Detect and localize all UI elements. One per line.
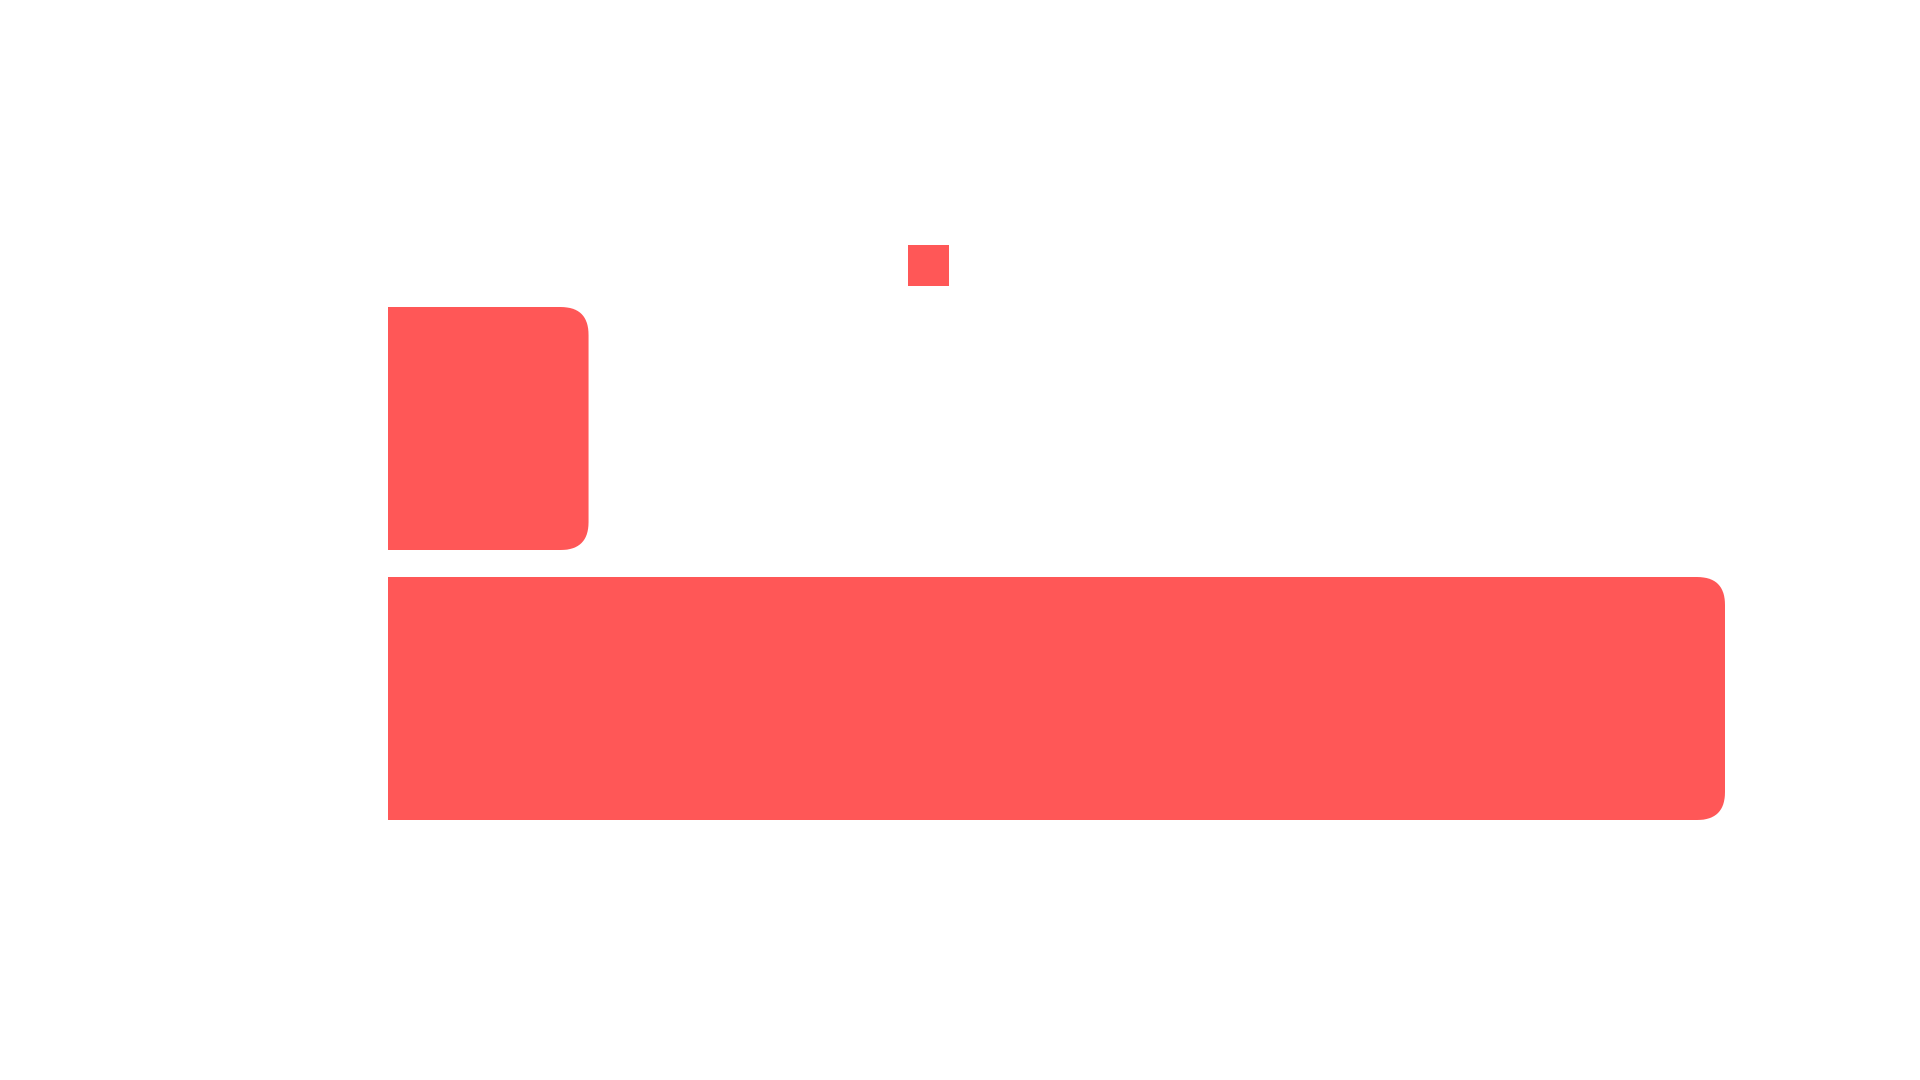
bar-2 xyxy=(388,577,1725,820)
bar-1 xyxy=(388,307,589,550)
bar-series xyxy=(388,307,1725,820)
legend-swatch xyxy=(908,245,949,286)
legend xyxy=(908,245,949,286)
